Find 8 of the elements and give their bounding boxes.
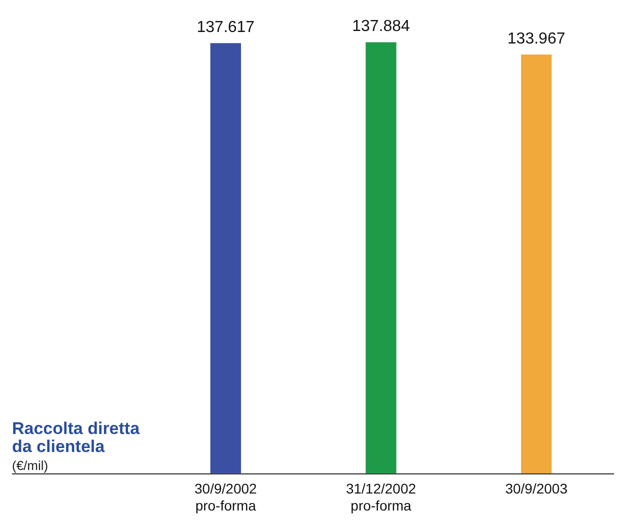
x-tick-label: 30/9/2002 pro-forma bbox=[194, 480, 258, 514]
data-label: 133.967 bbox=[507, 30, 566, 48]
x-tick-label: 31/12/2002 pro-forma bbox=[346, 480, 416, 514]
text: Raccolta diretta da clientela bbox=[12, 419, 141, 456]
text: (€/mil) bbox=[12, 458, 50, 473]
data-label: 137.617 bbox=[196, 18, 255, 36]
x-tick-label: 30/9/2003 bbox=[505, 480, 568, 497]
data-label: 137.884 bbox=[352, 18, 410, 36]
